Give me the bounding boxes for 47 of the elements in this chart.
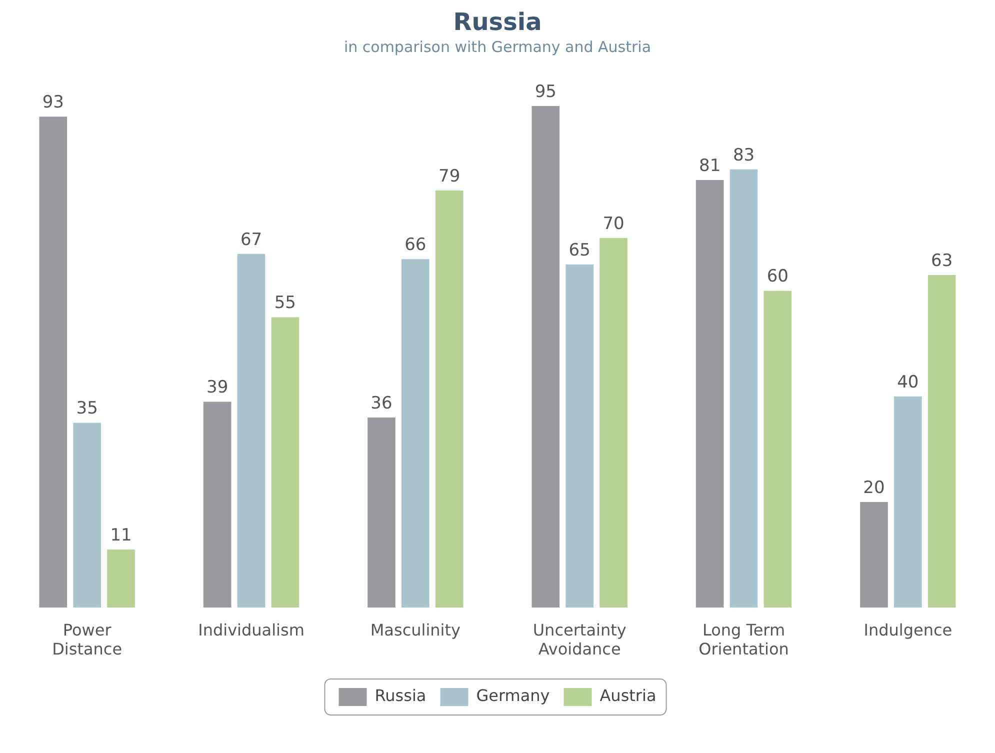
bar — [532, 106, 560, 608]
bar — [435, 190, 464, 608]
data-label: 11 — [110, 525, 132, 546]
chart-title: Russia — [452, 8, 543, 36]
bar — [107, 550, 135, 608]
bar — [402, 259, 430, 608]
bar — [730, 169, 758, 608]
data-label: 67 — [240, 230, 262, 250]
data-label: 35 — [76, 398, 98, 419]
data-label: 66 — [404, 235, 426, 256]
x-tick-label: Masculinity — [370, 620, 460, 640]
x-tick-label: Uncertainty Avoidance — [532, 620, 626, 659]
bar — [39, 116, 68, 608]
bar — [600, 238, 628, 608]
x-tick-label: Power Distance — [52, 620, 122, 659]
legend-label: Russia — [374, 686, 426, 706]
legend-label: Austria — [600, 686, 656, 706]
data-label: 60 — [766, 266, 788, 287]
data-label: 93 — [42, 92, 64, 113]
data-label: 63 — [931, 250, 953, 271]
bar — [696, 180, 724, 608]
x-tick-label: Indulgence — [864, 620, 952, 640]
bar — [894, 396, 922, 608]
legend-label: Germany — [476, 686, 550, 706]
data-label: 70 — [602, 214, 624, 234]
bar — [860, 502, 888, 608]
data-label: 39 — [206, 378, 228, 398]
x-tick-label: Long Term Orientation — [698, 620, 789, 659]
bar — [928, 274, 956, 608]
x-tick-label: Individualism — [198, 620, 304, 640]
bar — [764, 290, 792, 608]
bar — [237, 254, 266, 608]
chart-subtitle: in comparison with Germany and Austria — [342, 38, 652, 56]
data-label: 36 — [370, 393, 392, 414]
data-label: 81 — [699, 156, 721, 176]
bar — [368, 418, 396, 608]
data-label: 55 — [274, 293, 296, 314]
data-label: 20 — [863, 478, 885, 498]
bar — [271, 317, 300, 608]
bar — [203, 402, 232, 608]
bar — [73, 422, 101, 608]
data-label: 83 — [732, 145, 755, 166]
bar — [566, 264, 594, 608]
data-label: 40 — [897, 372, 919, 392]
data-label: 65 — [568, 240, 590, 260]
data-label: 95 — [534, 82, 556, 102]
data-label: 79 — [438, 166, 460, 186]
